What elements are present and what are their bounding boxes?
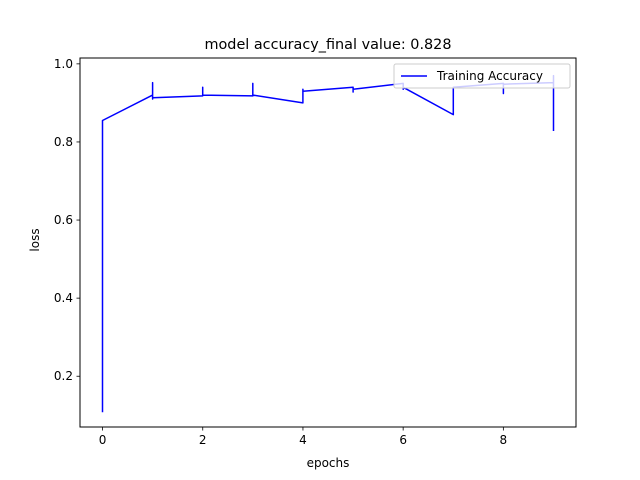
x-tick-label: 8 bbox=[500, 433, 508, 447]
axes-frame bbox=[79, 57, 577, 428]
y-tick-label: 0.8 bbox=[54, 135, 73, 149]
y-axis-label: loss bbox=[28, 228, 42, 251]
x-tick-label: 0 bbox=[99, 433, 107, 447]
legend-box bbox=[393, 63, 571, 89]
plot-area: 0 2 4 6 8 0.2 0.4 0.6 0.8 1.0 Training Accuracy bbox=[54, 57, 577, 447]
x-tick-label: 4 bbox=[299, 433, 307, 447]
x-tick-label: 6 bbox=[399, 433, 407, 447]
legend-label: Training Accuracy bbox=[436, 69, 543, 83]
y-tick-label: 0.2 bbox=[54, 369, 73, 383]
x-axis-label: epochs bbox=[307, 456, 350, 470]
x-tick-label: 2 bbox=[199, 433, 207, 447]
y-tick-label: 0.4 bbox=[54, 291, 73, 305]
chart-title: model accuracy_final value: 0.828 bbox=[204, 37, 451, 53]
y-tick-label: 1.0 bbox=[54, 57, 73, 71]
y-tick-label: 0.6 bbox=[54, 213, 73, 227]
